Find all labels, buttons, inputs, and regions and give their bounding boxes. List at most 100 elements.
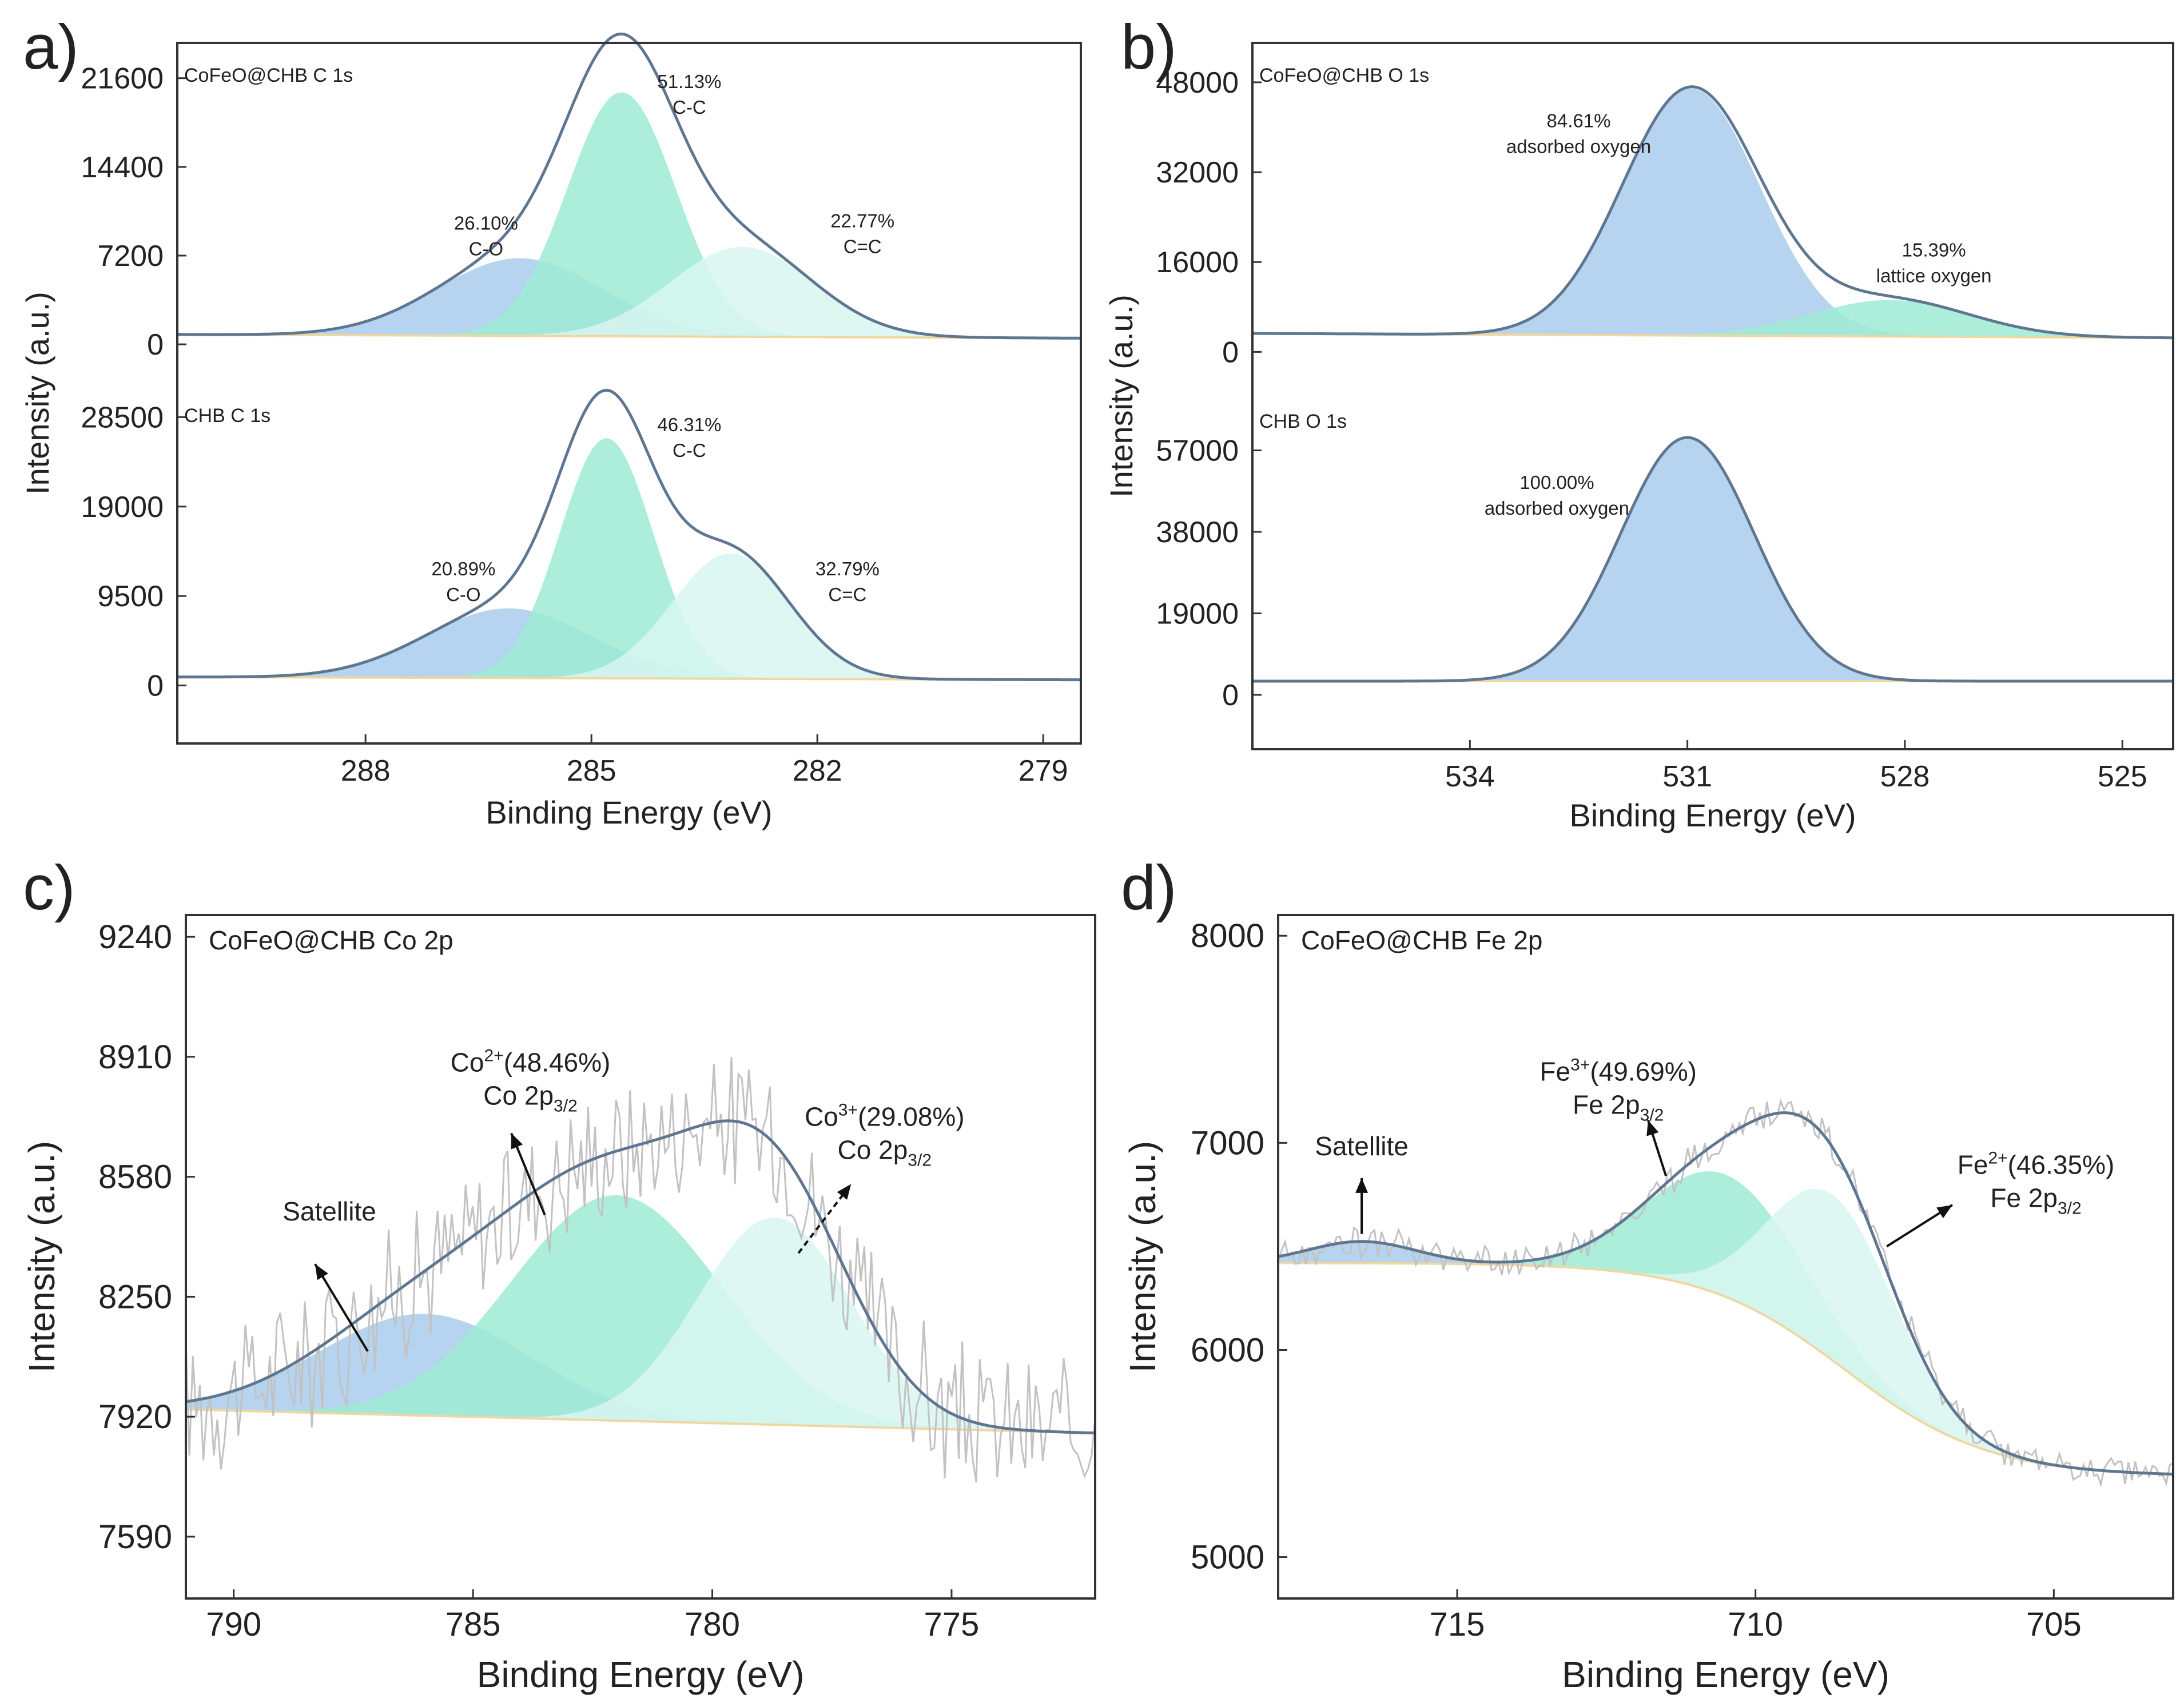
panel-label: a) [23, 12, 79, 82]
annotation-species-label: Co2+(48.46%) [451, 1046, 611, 1077]
subplot-title: CHB C 1s [184, 405, 270, 427]
peak-bond-label: C-C [673, 440, 706, 461]
annotation-species-label: Fe3+(49.69%) [1539, 1056, 1697, 1087]
panel-a-c1s: 0 7200 14400 21600 CoFeO@CHB C 1s 26.10% C-O 51… [19, 12, 1082, 830]
annotation-arrow-head [1646, 1120, 1659, 1136]
envelope-line [1252, 436, 2173, 683]
y-tick-label: 57000 [1156, 435, 1239, 468]
peak-green-1 [1252, 300, 2173, 338]
y-tick-label: 7920 [98, 1398, 172, 1435]
x-tick-label: 780 [685, 1606, 740, 1643]
annotation-species: Co [805, 1102, 838, 1132]
envelope-line [177, 388, 1081, 682]
peak-bond-label: lattice oxygen [1876, 265, 1992, 286]
x-tick-label: 285 [567, 754, 616, 788]
y-tick-label: 19000 [81, 491, 164, 524]
x-tick-label: 525 [2098, 760, 2147, 793]
y-tick-label: 28500 [81, 401, 164, 434]
x-axis-label: Binding Energy (eV) [486, 794, 772, 830]
panel-c-co2p: 7590 7920 8250 8580 8910 9240 CoFeO@CHB Co 2p S… [21, 853, 1096, 1695]
panel-label: c) [23, 853, 75, 923]
subplot-a-0: 0 7200 14400 21600 CoFeO@CHB C 1s 26.10% C-O 51… [81, 33, 1081, 361]
peak-percent-label: 26.10% [454, 213, 518, 234]
annotation-oxidation-state: 2+ [1988, 1149, 2007, 1168]
peak-green-1 [1278, 1171, 2173, 1474]
x-tick-label: 282 [793, 754, 842, 788]
x-axis-label: Binding Energy (eV) [477, 1654, 805, 1695]
y-axis-label: Intensity (a.u.) [1103, 295, 1139, 498]
annotation-orbital: Fe 2p [1573, 1090, 1640, 1120]
panel-b-o1s: 0 16000 32000 48000 CoFeO@CHB O 1s 84.61% adso… [1103, 12, 2174, 833]
peak-blue-0 [177, 258, 1081, 339]
peak-bond-label: C=C [828, 584, 866, 605]
peak-bond-label: C=C [844, 236, 882, 257]
plot-frame [176, 42, 1082, 745]
peak-blue-0 [1252, 88, 2173, 338]
peak-percent-label: 15.39% [1902, 239, 1966, 260]
y-tick-label: 14400 [81, 151, 164, 184]
annotation-species: Fe [1958, 1150, 1988, 1180]
y-tick-label: 0 [147, 670, 164, 703]
y-tick-label: 7000 [1191, 1124, 1264, 1162]
peak-bond-label: C-O [469, 238, 504, 260]
peak-bond-label: adsorbed oxygen [1485, 498, 1629, 519]
subplot-c-0: 7590 7920 8250 8580 8910 9240 CoFeO@CHB Co 2p S… [98, 918, 1096, 1556]
peak-percent-label: 20.89% [431, 558, 495, 579]
peak-bond-label: C-C [673, 97, 706, 118]
peak-percent-label: 100.00% [1519, 472, 1594, 493]
annotation-oxidation-state: 2+ [484, 1046, 503, 1065]
y-tick-label: 8250 [98, 1278, 172, 1315]
y-tick-label: 5000 [1191, 1539, 1264, 1576]
y-tick-label: 32000 [1156, 156, 1239, 189]
x-tick-label: 715 [1430, 1606, 1485, 1643]
peak-blue-0 [177, 608, 1081, 680]
annotation-arrow-line [314, 1263, 369, 1352]
y-tick-label: 9240 [98, 918, 172, 956]
subplot-d-0: 5000 6000 7000 8000 CoFeO@CHB Fe 2p Satellite… [1191, 917, 2174, 1576]
annotation-species-label: Fe2+(46.35%) [1958, 1149, 2115, 1180]
y-axis-label: Intensity (a.u.) [1122, 1141, 1163, 1373]
y-tick-label: 0 [1222, 679, 1239, 712]
y-tick-label: 21600 [81, 62, 164, 96]
x-tick-label: 534 [1445, 760, 1495, 793]
annotation-orbital-label: Fe 2p3/2 [1990, 1183, 2081, 1218]
annotation-oxidation-state: 3+ [1570, 1056, 1590, 1075]
raw-data-line [185, 1057, 1096, 1483]
peak-green-1 [177, 92, 1081, 339]
subplot-title: CHB O 1s [1259, 411, 1347, 432]
y-tick-label: 9500 [97, 580, 164, 613]
x-axis-label: Binding Energy (eV) [1562, 1654, 1889, 1695]
y-tick-label: 19000 [1156, 598, 1239, 631]
plot-frame [1251, 42, 2174, 750]
peak-blue-0 [1252, 438, 2173, 681]
annotation-percent: (48.46%) [504, 1047, 611, 1077]
panel-label: b) [1121, 12, 1177, 82]
x-tick-label: 288 [341, 754, 391, 788]
peak-green-1 [186, 1195, 1095, 1433]
x-tick-label: 705 [2026, 1606, 2082, 1643]
x-tick-label: 790 [206, 1606, 261, 1643]
subplot-b-1: 0 19000 38000 57000 CHB O 1s 100.00% adsorbed … [1156, 411, 2173, 712]
annotation-label: Satellite [1315, 1131, 1409, 1161]
background-line [1278, 1262, 2174, 1476]
annotation-arrow-head [315, 1264, 328, 1281]
y-tick-label: 7200 [97, 240, 164, 273]
annotation-species: Co [451, 1047, 484, 1077]
y-tick-label: 8000 [1191, 917, 1264, 955]
annotation-arrow-head [1936, 1205, 1952, 1219]
x-tick-label: 710 [1728, 1606, 1783, 1643]
y-tick-label: 8910 [98, 1039, 172, 1076]
annotation-arrow-head [511, 1133, 523, 1150]
peak-cyan-2 [186, 1217, 1095, 1433]
peak-cyan-2 [177, 246, 1081, 339]
annotation-orbital-sub: 3/2 [554, 1096, 578, 1115]
panel-d-fe2p: 5000 6000 7000 8000 CoFeO@CHB Fe 2p Satellite… [1121, 853, 2174, 1695]
envelope-line [185, 1119, 1096, 1435]
subplot-a-1: 0 9500 19000 28500 CHB C 1s 20.89% C-O 46.31% C-… [81, 388, 1081, 703]
envelope-line [177, 33, 1081, 340]
x-tick-label: 785 [445, 1606, 501, 1643]
annotation-orbital-label: Co 2p3/2 [838, 1135, 932, 1170]
subplot-title: CoFeO@CHB O 1s [1259, 65, 1429, 86]
peak-percent-label: 51.13% [657, 71, 721, 92]
